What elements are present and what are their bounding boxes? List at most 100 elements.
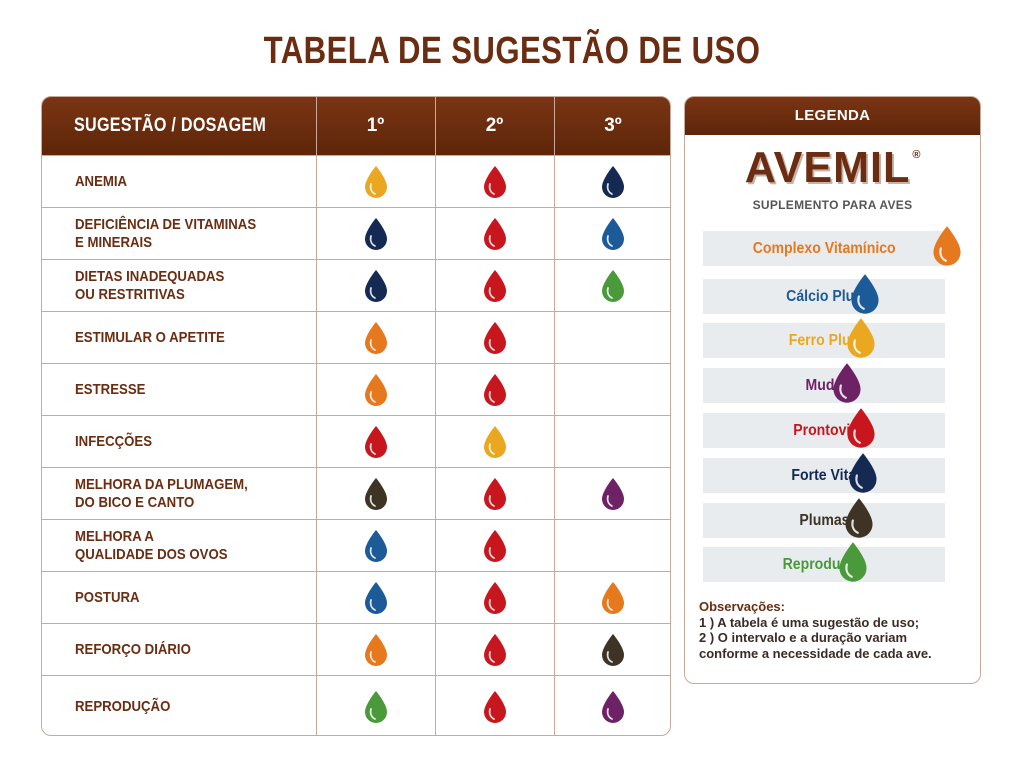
legend-drop: [843, 497, 875, 539]
dose-cell-1: [316, 156, 435, 207]
legend-drop: [845, 407, 877, 449]
reproducao-drop-icon: [602, 269, 624, 302]
ferro-plus-drop-icon: [847, 318, 875, 358]
legend-item-ferro-plus: Ferro Plus: [703, 323, 945, 358]
dose-cell-3: [554, 468, 670, 519]
prontovit-drop-icon: [483, 581, 506, 614]
column-divider: [435, 97, 436, 735]
dose-cell-2: [435, 572, 554, 623]
dose-cell-1: [316, 572, 435, 623]
prontovit-drop-icon: [483, 690, 506, 723]
row-label: REFORÇO DIÁRIO: [75, 640, 191, 658]
dose-cell-3: [554, 364, 670, 415]
legend-item-forte-vita: Forte Vita: [703, 458, 945, 493]
prontovit-drop-icon: [483, 373, 506, 406]
prontovit-drop-icon: [483, 321, 506, 354]
observations-title: Observações:: [699, 599, 785, 614]
dose-cell-1: [316, 676, 435, 735]
row-label: MELHORA A QUALIDADE DOS OVOS: [75, 527, 228, 563]
legend-item-label: Prontovit: [793, 421, 855, 439]
legend-drop: [837, 541, 869, 583]
observations: Observações: 1 ) A tabela é uma sugestão…: [699, 599, 979, 661]
complexo-vitaminico-drop-icon: [602, 581, 624, 614]
header-col-2: 2º: [485, 115, 504, 136]
prontovit-drop-icon: [847, 408, 875, 448]
legend-item-complexo-vitaminico: Complexo Vitamínico: [703, 231, 945, 266]
dose-cell-2: [435, 260, 554, 311]
legend-heading: LEGENDA: [685, 97, 980, 135]
dose-cell-2: [435, 676, 554, 735]
table-row: MELHORA A QUALIDADE DOS OVOS: [42, 519, 670, 571]
calcio-plus-drop-icon: [851, 274, 879, 314]
prontovit-drop-icon: [483, 529, 506, 562]
brand-logo: AVEMIL ®: [685, 143, 980, 193]
table-row: DEFICIÊNCIA DE VITAMINAS E MINERAIS: [42, 207, 670, 259]
dose-cell-3: [554, 572, 670, 623]
table-row: MELHORA DA PLUMAGEM, DO BICO E CANTO: [42, 467, 670, 519]
usage-table: SUGESTÃO / DOSAGEM 1º 2º 3º ANEMIA DEFICI…: [41, 96, 671, 736]
row-label: INFECÇÕES: [75, 432, 153, 450]
table-row: REPRODUÇÃO: [42, 675, 670, 735]
row-label: DIETAS INADEQUADAS OU RESTRITIVAS: [75, 267, 225, 303]
dose-cell-3: [554, 156, 670, 207]
calcio-plus-drop-icon: [602, 217, 624, 250]
reproducao-drop-icon: [364, 690, 387, 723]
row-label: ESTIMULAR O APETITE: [75, 328, 225, 346]
prontovit-drop-icon: [483, 269, 506, 302]
calcio-plus-drop-icon: [364, 529, 387, 562]
legend-item-calcio-plus: Cálcio Plus: [703, 279, 945, 314]
dose-cell-3: [554, 312, 670, 363]
dose-cell-1: [316, 208, 435, 259]
column-divider: [554, 97, 555, 735]
dose-cell-2: [435, 156, 554, 207]
legend-drop: [847, 452, 879, 494]
muda-drop-icon: [833, 363, 861, 403]
table-row: POSTURA: [42, 571, 670, 623]
prontovit-drop-icon: [483, 217, 506, 250]
legend-item-label: Muda: [805, 376, 843, 394]
observation-line: 2 ) O intervalo e a duração variam: [699, 630, 908, 645]
forte-vita-drop-icon: [602, 165, 624, 198]
header-col-3: 3º: [604, 115, 622, 136]
observation-line: conforme a necessidade de cada ave.: [699, 645, 932, 661]
plumas-drop-icon: [602, 633, 624, 666]
dose-cell-3: [554, 260, 670, 311]
dose-cell-3: [554, 676, 670, 735]
table-header: SUGESTÃO / DOSAGEM 1º 2º 3º: [42, 97, 670, 155]
row-label: ESTRESSE: [75, 380, 146, 398]
row-label: POSTURA: [75, 588, 140, 606]
plumas-drop-icon: [845, 498, 873, 538]
column-divider: [316, 97, 317, 735]
calcio-plus-drop-icon: [364, 581, 387, 614]
dose-cell-1: [316, 416, 435, 467]
legend-item-label: Forte Vita: [791, 466, 857, 484]
dose-cell-2: [435, 416, 554, 467]
prontovit-drop-icon: [364, 425, 387, 458]
plumas-drop-icon: [364, 477, 387, 510]
dose-cell-2: [435, 208, 554, 259]
dose-cell-1: [316, 520, 435, 571]
table-row: ESTRESSE: [42, 363, 670, 415]
legend-item-reproducao: Reprodução: [703, 547, 945, 582]
dose-cell-2: [435, 312, 554, 363]
ferro-plus-drop-icon: [483, 425, 506, 458]
dose-cell-1: [316, 624, 435, 675]
legend-drop: [845, 317, 877, 359]
legend-panel: LEGENDA AVEMIL ® SUPLEMENTO PARA AVES Com…: [684, 96, 981, 684]
dose-cell-3: [554, 208, 670, 259]
header-suggestion-dosage: SUGESTÃO / DOSAGEM: [74, 115, 267, 136]
legend-item-muda: Muda: [703, 368, 945, 403]
complexo-vitaminico-drop-icon: [933, 226, 961, 266]
row-label: DEFICIÊNCIA DE VITAMINAS E MINERAIS: [75, 215, 257, 251]
ferro-plus-drop-icon: [364, 165, 387, 198]
header-col-1: 1º: [366, 115, 385, 136]
complexo-vitaminico-drop-icon: [364, 633, 387, 666]
legend-item-label: Ferro Plus: [789, 331, 859, 349]
legend-item-label: Complexo Vitamínico: [752, 239, 896, 257]
dose-cell-1: [316, 468, 435, 519]
complexo-vitaminico-drop-icon: [364, 321, 387, 354]
observation-line: 1 ) A tabela é uma sugestão de uso;: [699, 614, 920, 630]
legend-item-label: Cálcio Plus: [786, 287, 862, 305]
brand-tagline: SUPLEMENTO PARA AVES: [752, 198, 913, 212]
brand-name: AVEMIL: [745, 143, 911, 192]
